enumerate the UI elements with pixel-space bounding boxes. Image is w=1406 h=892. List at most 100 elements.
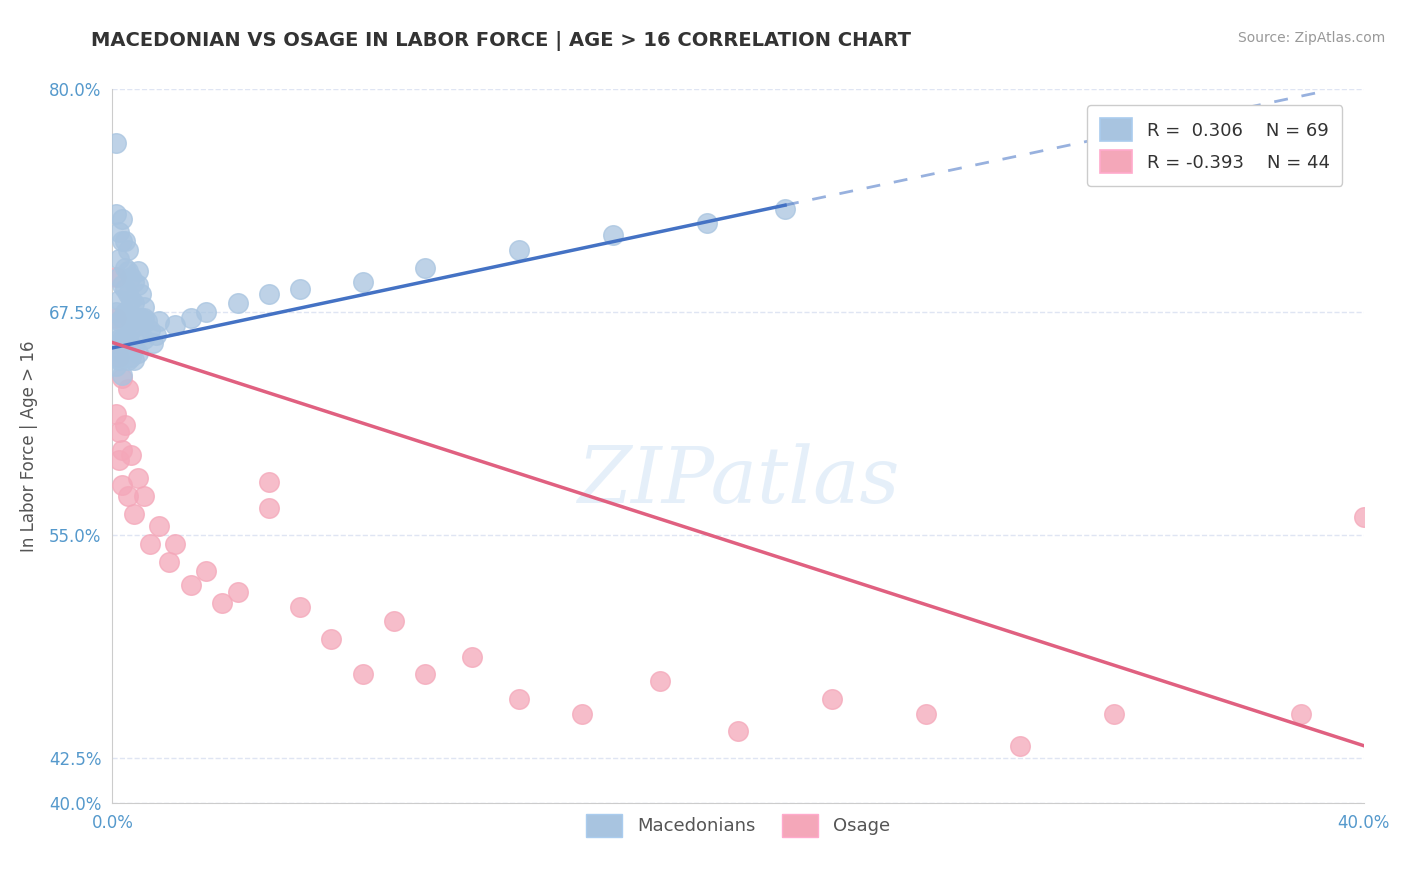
Point (117, 264, 139, 278)
Point (111, 332, 134, 346)
Point (571, 706, 593, 721)
Point (104, 323, 127, 337)
Point (382, 614, 405, 628)
Point (145, 328, 167, 343)
Point (111, 346, 134, 360)
Point (120, 269, 142, 284)
Text: ZIPatlas: ZIPatlas (576, 443, 900, 520)
Point (132, 332, 155, 346)
Point (111, 278, 134, 293)
Point (129, 287, 152, 301)
Point (117, 303, 139, 318)
Point (226, 585, 249, 599)
Point (132, 300, 155, 314)
Point (180, 578, 202, 592)
Point (104, 269, 127, 284)
Point (1197, 863, 1219, 878)
Point (127, 471, 149, 485)
Point (104, 350, 127, 364)
Point (124, 296, 146, 310)
Point (915, 706, 938, 721)
Point (226, 296, 249, 310)
Point (107, 350, 129, 364)
Point (290, 599, 312, 614)
Point (142, 335, 165, 350)
Point (111, 442, 134, 457)
Point (104, 207, 127, 221)
Point (124, 507, 146, 521)
Point (148, 314, 170, 328)
Point (111, 368, 134, 382)
Point (117, 353, 139, 368)
Point (129, 310, 152, 325)
Point (139, 537, 162, 551)
Point (120, 323, 142, 337)
Point (773, 202, 796, 216)
Point (111, 234, 134, 248)
Point (1008, 739, 1031, 753)
Point (104, 407, 127, 421)
Point (157, 555, 180, 569)
Point (117, 382, 139, 396)
Point (111, 310, 134, 325)
Point (107, 332, 129, 346)
Point (127, 278, 149, 293)
Text: MACEDONIAN VS OSAGE IN LABOR FORCE | AGE > 16 CORRELATION CHART: MACEDONIAN VS OSAGE IN LABOR FORCE | AGE… (91, 31, 911, 51)
Point (163, 318, 186, 332)
Point (104, 305, 127, 319)
Point (114, 305, 136, 319)
Text: Source: ZipAtlas.com: Source: ZipAtlas.com (1237, 31, 1385, 45)
Point (107, 453, 129, 467)
Point (508, 243, 530, 257)
Point (127, 346, 149, 360)
Point (727, 724, 749, 739)
Point (821, 692, 844, 706)
Point (352, 667, 374, 681)
Point (120, 293, 142, 307)
Point (132, 310, 155, 325)
Point (111, 212, 134, 227)
Y-axis label: In Labor Force | Age > 16: In Labor Force | Age > 16 (20, 340, 38, 552)
Point (114, 417, 136, 432)
Point (117, 332, 139, 346)
Point (114, 260, 136, 275)
Point (117, 243, 139, 257)
Point (1353, 510, 1375, 524)
Point (124, 275, 146, 289)
Point (107, 252, 129, 266)
Point (195, 305, 218, 319)
Point (180, 310, 202, 325)
Point (120, 350, 142, 364)
Point (257, 287, 280, 301)
Point (107, 353, 129, 368)
Point (195, 564, 218, 578)
Point (139, 323, 162, 337)
Point (124, 353, 146, 368)
Point (696, 216, 718, 230)
Point (104, 310, 127, 325)
Point (114, 332, 136, 346)
Legend: Macedonians, Osage: Macedonians, Osage (579, 807, 897, 844)
Point (117, 489, 139, 503)
Point (461, 649, 484, 664)
Point (104, 136, 127, 150)
Point (117, 287, 139, 301)
Point (1291, 706, 1313, 721)
Point (111, 371, 134, 385)
Point (127, 323, 149, 337)
Point (148, 519, 170, 533)
Point (107, 269, 129, 284)
Point (127, 310, 149, 325)
Point (104, 359, 127, 373)
Point (508, 692, 530, 706)
Point (415, 260, 437, 275)
Point (114, 234, 136, 248)
Point (257, 475, 280, 489)
Point (107, 314, 129, 328)
Point (602, 228, 624, 243)
Point (120, 448, 142, 462)
Point (321, 632, 343, 646)
Point (114, 282, 136, 296)
Point (257, 501, 280, 516)
Point (648, 674, 671, 689)
